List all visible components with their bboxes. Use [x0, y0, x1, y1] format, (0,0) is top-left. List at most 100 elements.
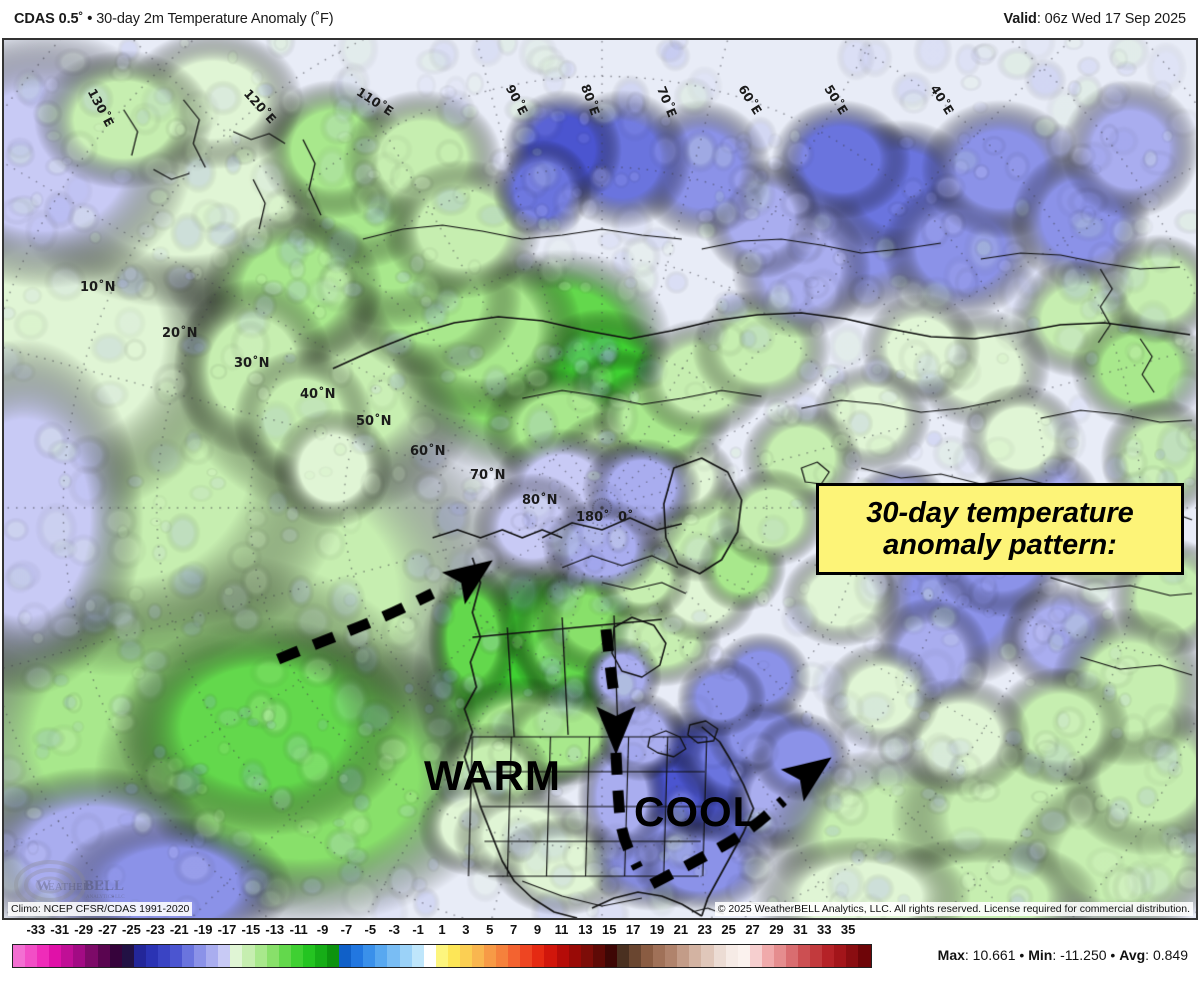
page-header: CDAS 0.5˚ • 30-day 2m Temperature Anomaly … [0, 0, 1200, 38]
colorbar-swatch [37, 945, 50, 967]
colorbar-swatch [810, 945, 823, 967]
colorbar-tick: 21 [673, 922, 689, 937]
colorbar-swatch [701, 945, 714, 967]
map-panel[interactable]: 10˚N 20˚N 30˚N 40˚N 50˚N 60˚N 70˚N 80˚N 180˚ 0˚ 13… [2, 38, 1198, 920]
colorbar-tick: 5 [486, 922, 494, 937]
stats-bullet-2: • [1106, 947, 1120, 963]
colorbar-tick: 13 [578, 922, 593, 937]
colorbar-swatch [157, 945, 171, 967]
colorbar-tick: 3 [462, 922, 470, 937]
valid-value: : 06z Wed 17 Sep 2025 [1036, 11, 1186, 27]
colorbar-swatch [170, 945, 183, 967]
colorbar-tick: -19 [193, 922, 213, 937]
colorbar-swatch [206, 945, 219, 967]
colorbar-swatch [858, 945, 871, 967]
colorbar-swatch [314, 945, 328, 967]
colorbar-swatch [266, 945, 279, 967]
colorbar-tick: 19 [649, 922, 665, 937]
colorbar-swatch [278, 945, 291, 967]
colorbar-swatch [85, 945, 98, 967]
header-separator: • [87, 11, 93, 27]
colorbar-swatch [616, 945, 629, 967]
colorbar-swatch [73, 945, 86, 967]
colorbar-tick: 11 [554, 922, 569, 937]
field-statistics: Max: 10.661 • Min: -11.250 • Avg: 0.849 [938, 944, 1188, 966]
colorbar-tick: 17 [625, 922, 641, 937]
colorbar-swatch [109, 945, 122, 967]
colorbar-swatch [471, 945, 485, 967]
colorbar-tick: 35 [840, 922, 856, 937]
stats-bullet-1: • [1015, 947, 1029, 963]
colorbar-swatch [508, 945, 521, 967]
colorbar-tick: -9 [316, 922, 329, 937]
max-value: : 10.661 [964, 947, 1016, 963]
colorbar-swatch [628, 945, 642, 967]
min-label: Min [1028, 947, 1053, 963]
colorbar-swatch [592, 945, 605, 967]
colorbar-tick: -7 [340, 922, 353, 937]
annotation-line-2: anomaly pattern: [883, 529, 1117, 561]
colorbar-tick: -3 [388, 922, 400, 937]
colorbar-swatch [484, 945, 497, 967]
colorbar-swatch [351, 945, 364, 967]
colorbar-tick: -21 [169, 922, 189, 937]
avg-value: : 0.849 [1145, 947, 1188, 963]
max-label: Max [937, 947, 965, 963]
colorbar-swatch [61, 945, 74, 967]
colorbar-swatch [25, 945, 38, 967]
model-name: CDAS 0.5˚ [14, 11, 84, 27]
colorbar-swatch [242, 945, 255, 967]
header-title: CDAS 0.5˚ • 30-day 2m Temperature Anomaly … [14, 11, 334, 27]
colorbar-swatch [302, 945, 315, 967]
colorbar-swatch [145, 945, 158, 967]
colorbar-tick: 1 [438, 922, 446, 937]
colorbar-tick: -1 [412, 922, 424, 937]
colorbar-tick: -17 [217, 922, 237, 937]
colorbar-tick-labels: -33 -31 -29 -27 -25 -23 -21 -19 -17 -15 -13 -11 -9 -7… [12, 922, 872, 944]
colorbar-swatch [604, 945, 617, 967]
colorbar-swatch [520, 945, 533, 967]
avg-label: Avg [1119, 947, 1146, 963]
colorbar-tick: 15 [601, 922, 617, 937]
colorbar-swatch [399, 945, 412, 967]
annotation-line-1: 30-day temperature [866, 496, 1134, 529]
colorbar-swatch [194, 945, 207, 967]
colorbar-tick: 25 [721, 922, 736, 937]
colorbar-tick: -11 [289, 922, 308, 937]
colorbar-swatch [218, 945, 231, 967]
colorbar-swatch [230, 945, 243, 967]
product-name: 30-day 2m Temperature Anomaly (˚F) [96, 11, 334, 27]
colorbar-gradient[interactable] [12, 944, 872, 968]
colorbar-swatch [544, 945, 557, 967]
colorbar-swatch [290, 945, 303, 967]
colorbar-tick: -5 [364, 922, 377, 937]
colorbar-swatch [435, 945, 448, 967]
colorbar-swatch [447, 945, 460, 967]
colorbar-swatch [713, 945, 726, 967]
valid-time: Valid: 06z Wed 17 Sep 2025 [1003, 11, 1186, 27]
colorbar-tick: 33 [816, 922, 832, 937]
colorbar-swatch [532, 945, 545, 967]
colorbar-swatch [834, 945, 847, 967]
colorbar-swatch [641, 945, 654, 967]
colorbar-swatch [375, 945, 388, 967]
colorbar-swatch [254, 945, 267, 967]
temperature-anomaly-map[interactable] [4, 40, 1196, 918]
colorbar-swatch [13, 945, 26, 967]
colorbar-swatch [327, 945, 340, 967]
colorbar-swatch [423, 945, 436, 967]
colorbar-tick: -23 [145, 922, 165, 937]
climatology-credit: Climo: NCEP CFSR/CDAS 1991-2020 [8, 902, 193, 916]
colorbar-swatch [459, 945, 472, 967]
colorbar-tick: 7 [510, 922, 518, 937]
copyright-notice: © 2025 WeatherBELL Analytics, LLC. All r… [714, 902, 1193, 916]
colorbar-swatch [182, 945, 195, 967]
colorbar-swatch [133, 945, 146, 967]
colorbar-swatch [339, 945, 352, 967]
colorbar-swatch [677, 945, 690, 967]
colorbar-legend: -33 -31 -29 -27 -25 -23 -21 -19 -17 -15 -13 -11 -9 -7… [0, 922, 1200, 985]
colorbar-swatch [761, 945, 774, 967]
annotation-callout-box: 30-day temperature anomaly pattern: [816, 483, 1184, 575]
colorbar-tick: -15 [241, 922, 261, 937]
